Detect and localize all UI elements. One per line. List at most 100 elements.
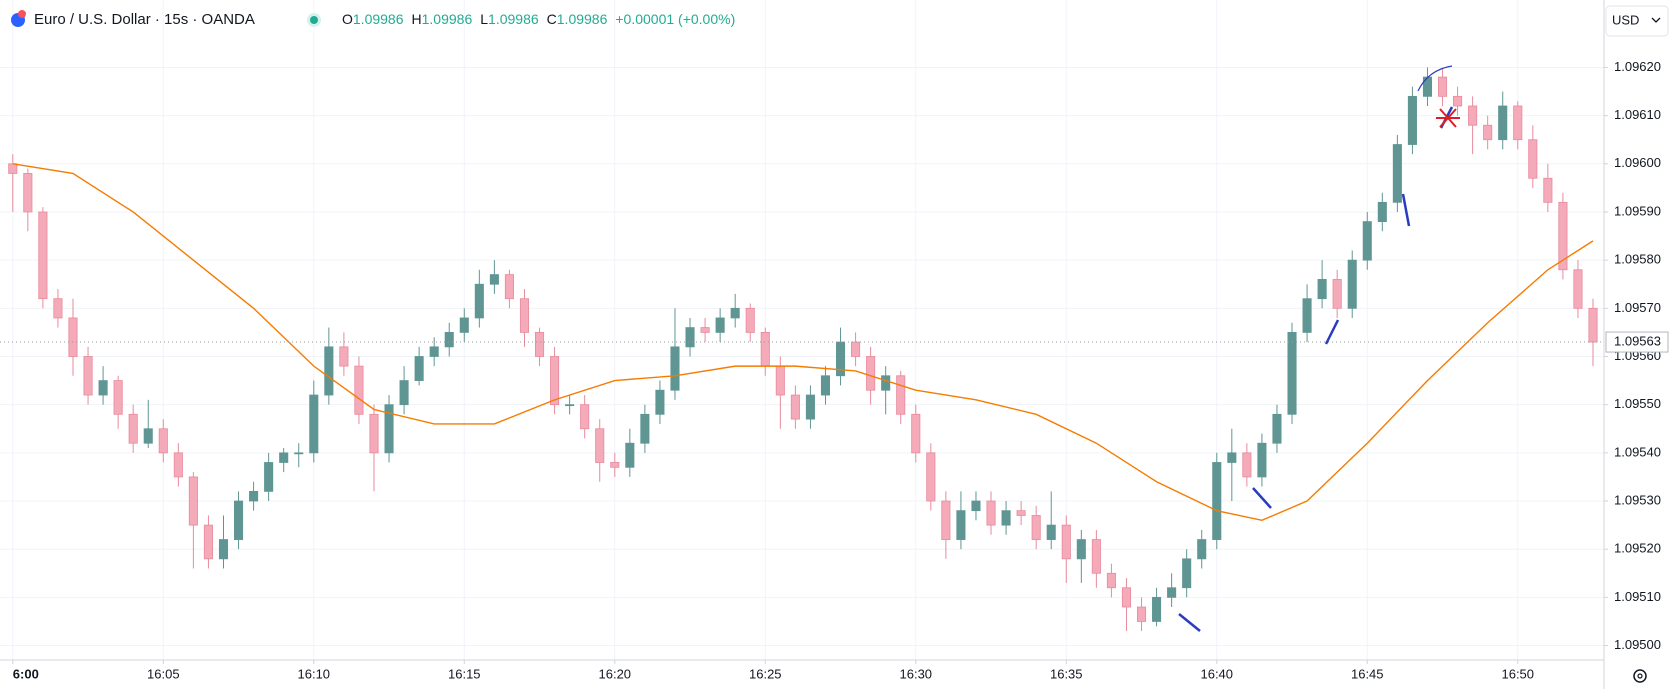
candle-body (1437, 76, 1448, 97)
drawing-stroke (1178, 613, 1201, 632)
candle-body (354, 365, 364, 415)
candle-body (580, 404, 590, 430)
candle-body (775, 365, 785, 396)
currency-box[interactable] (1605, 5, 1669, 37)
candle-body (730, 307, 740, 319)
settings-button[interactable] (1633, 669, 1647, 683)
candle-body (188, 476, 198, 526)
candle-body (1468, 105, 1478, 126)
candle-body (1076, 539, 1086, 560)
candle-body (670, 346, 680, 391)
candle-body (1242, 452, 1252, 478)
candle-body (1287, 332, 1297, 415)
status-dot (310, 16, 318, 24)
candle-body (926, 452, 936, 502)
settings-icon[interactable] (1633, 669, 1647, 683)
candle-body (1528, 139, 1538, 179)
candle-body (1046, 524, 1056, 540)
plot (0, 67, 1604, 632)
candle-body (1377, 201, 1387, 223)
price-axis: 1.09500 1.09510 1.09520 1.09530 1.09540 1.095… (1604, 59, 1669, 652)
candle-body (1182, 558, 1192, 589)
ohlc-legend: O1.09986 H1.09986 L1.09986 C1.09986 +0.00001… (342, 11, 735, 27)
candle-body (1317, 279, 1327, 300)
candle-body (1558, 201, 1568, 271)
candle-body (1257, 442, 1267, 478)
candle-body (1453, 95, 1463, 107)
candle-body (640, 413, 650, 444)
candle-body (941, 500, 951, 540)
candle-body (1332, 279, 1342, 309)
candle-body (1061, 524, 1071, 560)
y-tick-label: 1.09540 (1614, 444, 1661, 459)
candle-body (1121, 587, 1132, 608)
candle-body (324, 346, 334, 396)
candle-body (8, 163, 18, 174)
chart-title[interactable]: Euro / U.S. Dollar · 15s · OANDA (34, 11, 255, 28)
currency-button[interactable]: USD (1605, 5, 1669, 37)
candle-body (1212, 462, 1222, 540)
y-tick-label: 1.09590 (1614, 203, 1661, 218)
candle-body (1197, 539, 1207, 560)
candle-body (1392, 144, 1402, 203)
candle-body (233, 500, 244, 540)
candle-body (1016, 510, 1026, 516)
y-tick-label: 1.09620 (1614, 59, 1661, 74)
candle-body (53, 298, 63, 319)
grid (0, 0, 1604, 660)
candle-body (760, 332, 770, 367)
candle-body (459, 317, 469, 333)
ohlc-key: H (412, 11, 422, 27)
candle-body (399, 380, 409, 406)
drawing-stroke (1252, 487, 1272, 509)
candle-body (1106, 572, 1116, 589)
candle-body (851, 341, 861, 357)
candle-body (1136, 606, 1147, 622)
candle-body (113, 380, 123, 415)
candle-body (128, 413, 138, 444)
last-price-label: 1.09563 (1614, 333, 1661, 348)
candle-body (414, 356, 424, 381)
candle-body (294, 452, 304, 455)
y-tick-label: 1.09500 (1614, 637, 1661, 652)
candle-body (279, 452, 289, 463)
candle-body (610, 462, 620, 468)
ohlc-key: O (342, 11, 353, 27)
candle-body (369, 413, 379, 454)
candle-body (384, 404, 394, 454)
y-tick-label: 1.09510 (1614, 589, 1661, 604)
x-tick-label: 6:00 (13, 666, 39, 681)
y-tick-label: 1.09580 (1614, 252, 1661, 267)
candle-body (956, 510, 966, 540)
settings-icon[interactable] (1637, 673, 1643, 679)
candle-body (429, 346, 439, 357)
candle-body (1483, 124, 1493, 141)
x-tick-label: 16:30 (900, 666, 933, 681)
candle-body (1152, 596, 1162, 622)
currency[interactable]: USD (1612, 12, 1639, 27)
ohlc-value: 1.09986 (488, 11, 539, 27)
last-price-tag (1605, 331, 1669, 353)
candle-body (1347, 259, 1357, 309)
candle-body (805, 394, 815, 420)
candle-body (68, 317, 78, 357)
candle-body (1272, 413, 1282, 444)
drawing-star (1436, 108, 1460, 128)
candle-body (881, 375, 891, 391)
y-tick-label: 1.09550 (1614, 396, 1661, 411)
candle-body (700, 327, 710, 333)
candle-body (1362, 221, 1372, 261)
candle-body (309, 394, 319, 454)
x-tick-label: 16:20 (599, 666, 632, 681)
candle-body (98, 380, 108, 396)
ohlc-key: C (547, 11, 557, 27)
drawing-stroke (1401, 193, 1411, 227)
y-tick-label: 1.09520 (1614, 541, 1661, 556)
ohlc-value: 1.09986 (557, 11, 608, 27)
candle-body (143, 428, 153, 444)
ohlc-value: 1.09986 (422, 11, 473, 27)
candle-body (1031, 515, 1041, 540)
candle-body (519, 298, 530, 333)
candle-body (83, 356, 93, 396)
candle-body (550, 356, 560, 406)
